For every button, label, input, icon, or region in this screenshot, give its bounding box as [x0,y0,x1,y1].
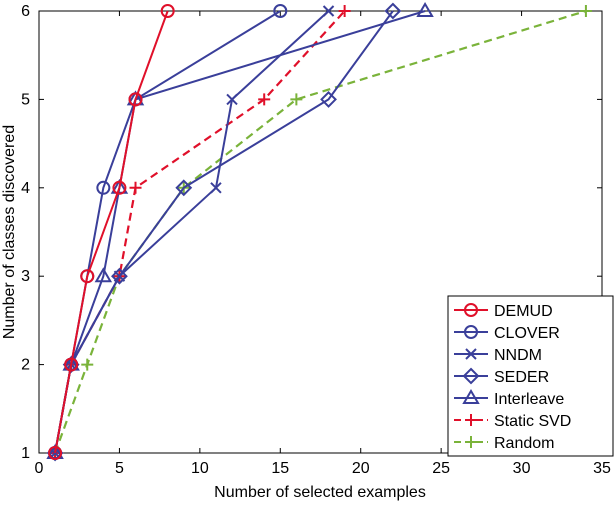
series-interleave [46,2,434,459]
series-line [54,10,394,454]
data-point-plus [579,5,592,17]
series-line [54,9,587,454]
data-point-diamond [320,90,337,108]
series-line [54,10,346,454]
data-point-plus [129,181,142,194]
data-point-circle [80,269,95,284]
x-tick-label: 20 [352,460,370,477]
data-point-plus [81,358,94,371]
y-tick-label: 3 [21,268,30,285]
legend-label: SEDER [494,369,549,386]
data-point-circle [112,180,127,195]
legend-label: Interleave [494,391,564,408]
y-tick-label: 2 [21,357,30,374]
x-tick-label: 15 [271,460,289,477]
legend-item: CLOVER [454,325,560,342]
data-point-plus [465,436,477,448]
legend-item: Random [454,435,554,452]
data-point-circle [128,92,143,107]
data-point-circle [464,325,478,339]
data-point-circle [464,303,478,317]
plot-frame [38,10,603,454]
data-point-circle [48,446,63,460]
data-point-plus [290,93,303,106]
y-tick-label: 6 [21,3,30,20]
x-tick-label: 10 [191,460,209,477]
legend-item: NNDM [454,347,542,364]
data-point-x [226,93,238,106]
data-point-triangle [462,389,480,404]
legend-item: Interleave [454,389,564,408]
data-point-diamond [384,2,402,20]
x-axis-label: Number of selected examples [214,484,426,501]
y-tick-label: 1 [21,445,30,462]
series-line [54,10,169,454]
data-point-triangle [94,267,113,283]
legend-label: Random [494,435,554,452]
data-point-x [322,5,335,17]
data-point-x [465,348,477,360]
data-point-plus [338,5,351,17]
data-point-circle [160,4,175,18]
data-point-plus [465,414,477,426]
legend-item: DEMUD [454,303,553,320]
data-point-x [113,270,126,282]
series-line [54,10,426,454]
data-point-circle [64,357,79,372]
legend-label: NNDM [494,347,542,364]
legend: DEMUD CLOVER NNDM SEDER Interleave Static SVD… [447,295,614,457]
x-tick-label: 35 [593,460,611,477]
legend-item: Static SVD [454,413,571,430]
legend-label: CLOVER [494,325,560,342]
y-tick-label: 4 [21,180,30,197]
data-point-circle [96,180,111,195]
data-point-diamond [111,267,128,285]
y-tick-label: 5 [21,91,30,108]
x-tick-label: 5 [115,460,124,477]
legend-label: Static SVD [494,413,571,430]
data-point-diamond [175,179,193,197]
series-nndm [49,5,335,459]
x-tick-label: 0 [35,460,44,477]
x-tick-label: 30 [513,460,531,477]
legend-item: SEDER [454,367,549,386]
data-point-x [49,447,61,459]
legend-label: DEMUD [494,303,553,320]
data-point-x [210,182,222,194]
data-point-diamond [462,367,480,385]
data-point-plus [258,93,271,106]
series-demud [48,4,175,460]
y-axis-label: Number of classes discovered [1,125,18,339]
data-point-triangle [416,2,434,17]
x-tick-label: 25 [432,460,450,477]
data-point-circle [273,4,288,18]
